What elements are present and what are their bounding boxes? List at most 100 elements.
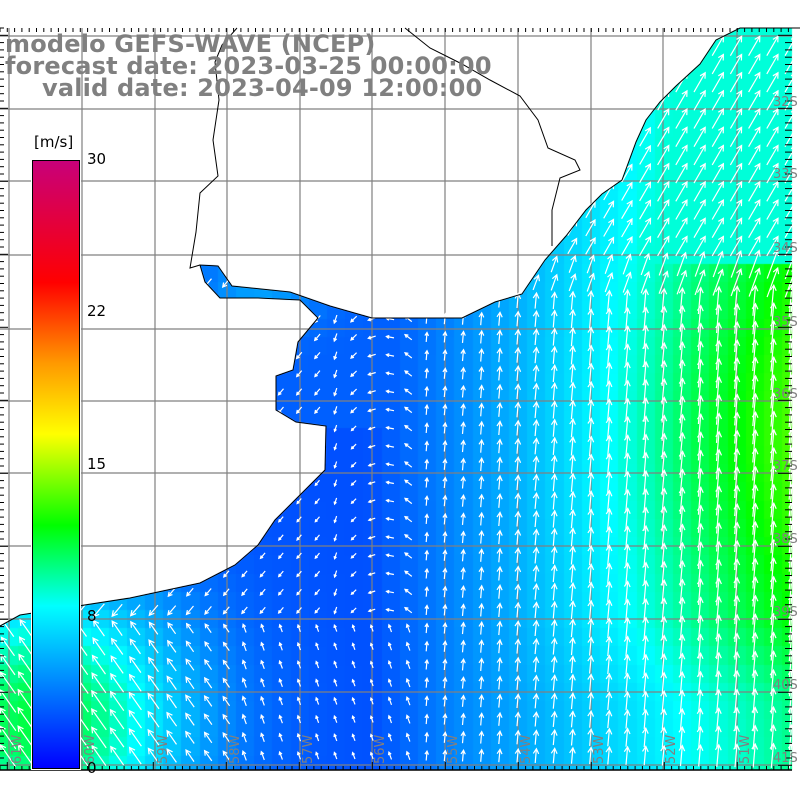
- wind-arrow: [296, 678, 302, 687]
- wind-arrow: [657, 89, 670, 111]
- wind-arrow: [387, 751, 393, 760]
- wind-arrow: [478, 548, 485, 562]
- wind-arrow: [496, 511, 503, 527]
- wind-arrow: [351, 660, 356, 669]
- wind-arrow: [696, 522, 704, 551]
- wind-arrow: [550, 710, 558, 727]
- wind-arrow: [605, 599, 613, 621]
- wind-arrow: [714, 688, 722, 713]
- wind-arrow: [642, 543, 649, 567]
- wind-arrow: [315, 733, 320, 742]
- wind-arrow: [784, 71, 797, 93]
- wind-arrow: [733, 688, 740, 713]
- wind-arrow: [424, 604, 430, 615]
- wind-arrow: [514, 456, 522, 472]
- wind-arrow: [109, 708, 125, 730]
- wind-arrows: [0, 35, 798, 769]
- wind-arrow: [203, 749, 213, 762]
- wind-arrow: [730, 250, 743, 278]
- wind-arrow: [278, 552, 284, 560]
- wind-arrow: [333, 570, 338, 579]
- wind-arrow: [660, 708, 668, 730]
- wind-arrow: [442, 712, 448, 725]
- wind-arrow: [696, 376, 704, 406]
- wind-arrow: [166, 748, 177, 763]
- wind-arrow: [241, 731, 247, 743]
- wind-arrow: [350, 425, 357, 432]
- wind-arrow: [460, 475, 466, 489]
- wind-arrow: [333, 624, 338, 632]
- wind-arrow: [711, 53, 725, 75]
- wind-arrow: [569, 563, 576, 583]
- wind-arrow: [587, 290, 595, 311]
- wind-arrow: [496, 693, 503, 708]
- wind-arrow: [385, 334, 395, 339]
- wind-arrow: [496, 565, 503, 581]
- wind-arrow: [532, 473, 540, 491]
- wind-arrow: [603, 182, 615, 201]
- wind-arrow: [460, 530, 466, 544]
- wind-arrow: [385, 407, 395, 412]
- wind-arrow: [442, 512, 448, 525]
- wind-arrow: [514, 565, 522, 582]
- wind-arrow: [478, 693, 485, 708]
- wind-arrow: [729, 162, 743, 184]
- wind-arrow: [442, 312, 448, 325]
- wind-arrow: [496, 638, 503, 654]
- wind-arrow: [424, 658, 430, 670]
- wind-arrow: [733, 743, 740, 768]
- wind-arrow: [769, 355, 777, 391]
- wind-arrow: [148, 621, 159, 635]
- wind-arrow: [532, 637, 540, 655]
- wind-arrow: [478, 493, 485, 508]
- wind-arrow: [784, 35, 797, 56]
- wind-arrow: [514, 693, 521, 709]
- wind-arrow: [460, 748, 466, 762]
- wind-arrow: [277, 570, 284, 578]
- wind-arrow: [367, 463, 376, 467]
- wind-arrow: [623, 288, 631, 312]
- wind-arrow: [604, 272, 614, 293]
- wind-arrow: [241, 750, 247, 761]
- wind-arrow: [351, 642, 356, 650]
- wind-arrow: [278, 678, 283, 688]
- wind-arrow: [587, 563, 595, 584]
- wind-arrow: [405, 659, 411, 670]
- wind-arrow: [766, 199, 779, 220]
- wind-arrow: [550, 400, 558, 419]
- wind-arrow: [424, 713, 430, 725]
- wind-arrow: [766, 71, 779, 93]
- wind-arrow: [638, 217, 652, 238]
- wind-arrow: [660, 579, 668, 604]
- wind-arrow: [496, 383, 503, 399]
- wind-arrow: [478, 402, 485, 417]
- wind-arrow: [167, 587, 176, 598]
- wind-arrow: [678, 689, 686, 712]
- wind-arrow: [478, 311, 485, 326]
- wind-arrow: [442, 458, 448, 470]
- wind-arrow: [769, 594, 777, 626]
- wind-arrow: [751, 484, 759, 517]
- wind-arrow: [605, 362, 613, 384]
- wind-arrow: [404, 479, 413, 486]
- wind-arrow: [605, 343, 613, 366]
- wind-arrow: [260, 641, 265, 651]
- wind-arrow: [751, 447, 759, 481]
- wind-arrow: [18, 636, 34, 657]
- longitude-label: 60W: [83, 734, 98, 764]
- wind-arrow: [277, 588, 284, 596]
- wind-arrow: [496, 401, 503, 417]
- wind-arrow: [404, 315, 413, 323]
- wind-arrow: [478, 675, 485, 690]
- wind-arrow: [769, 612, 777, 643]
- wind-arrow: [148, 604, 159, 617]
- wind-arrow: [404, 443, 413, 450]
- wind-arrow: [442, 749, 448, 762]
- wind-arrow: [675, 126, 688, 147]
- wind-arrow: [90, 707, 107, 731]
- wind-arrow: [369, 642, 374, 650]
- wind-arrow: [404, 588, 413, 596]
- wind-arrow: [532, 729, 540, 745]
- wind-arrow: [514, 601, 522, 618]
- wind-arrow: [587, 362, 595, 384]
